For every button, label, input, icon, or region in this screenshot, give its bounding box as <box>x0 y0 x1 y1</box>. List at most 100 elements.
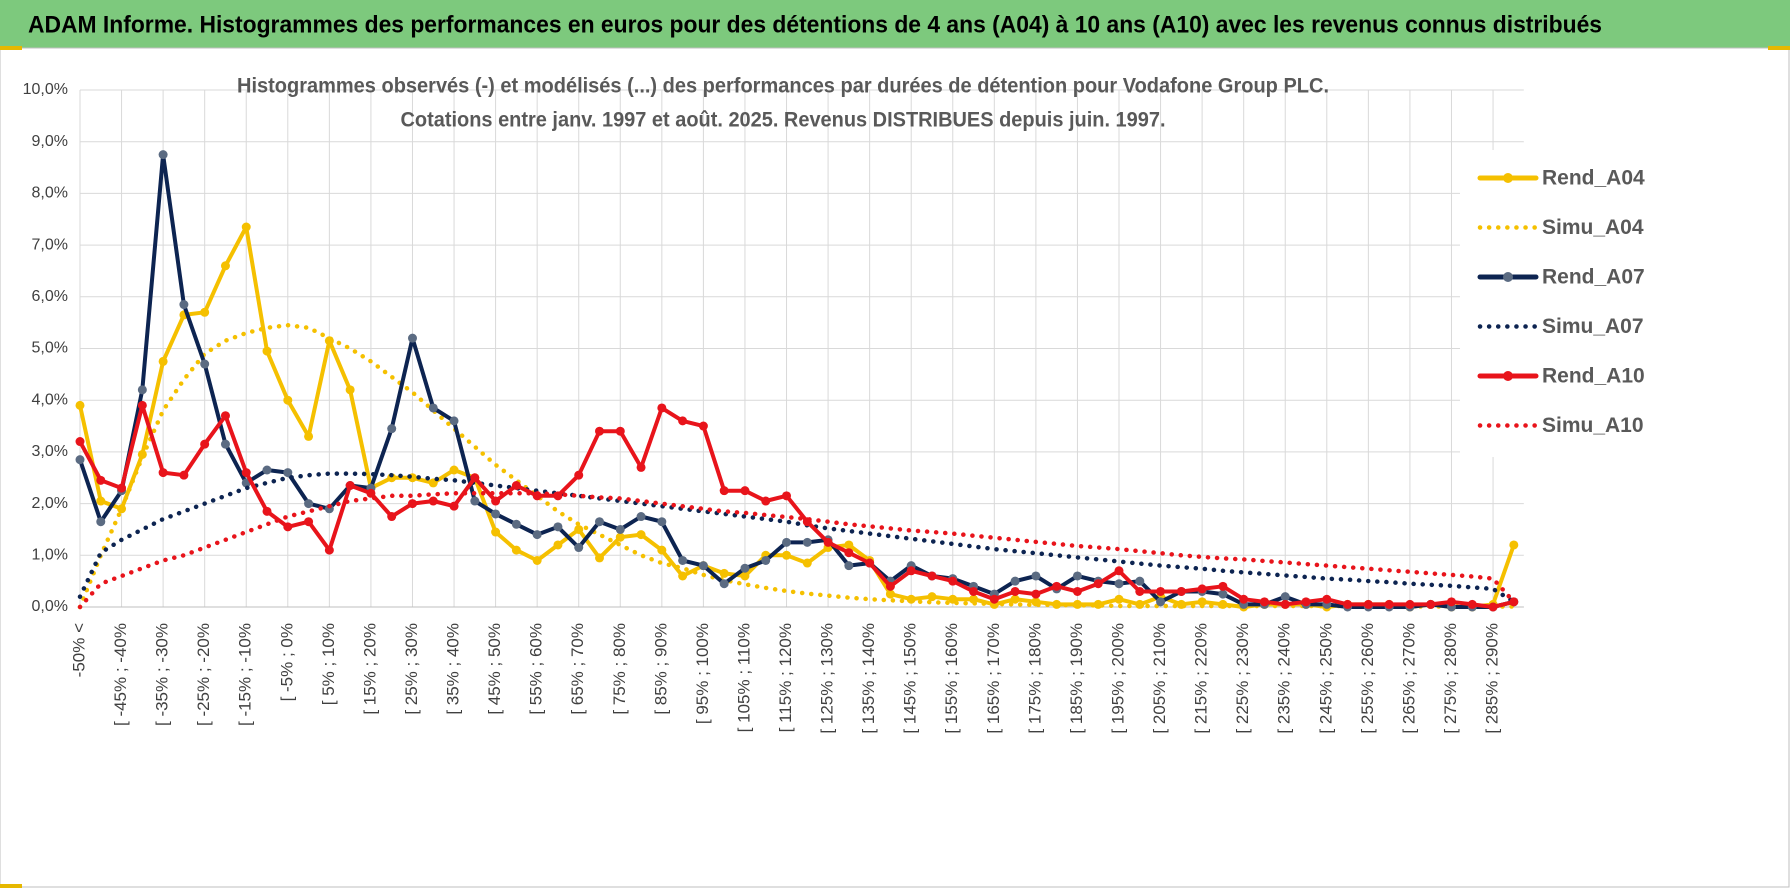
point <box>574 470 584 480</box>
point <box>1072 571 1082 581</box>
series-line <box>77 491 1517 610</box>
point <box>449 416 459 426</box>
chart-title: Histogrammes observés (-) et modélisés (… <box>237 75 1329 98</box>
point <box>1467 599 1477 609</box>
x-tick-label: [ 235% ; 240% <box>1275 623 1294 734</box>
point <box>802 537 812 547</box>
x-tick-label: [ 135% ; 140% <box>859 623 878 734</box>
point <box>158 150 168 160</box>
point <box>927 592 937 602</box>
point <box>1301 597 1311 607</box>
point <box>117 483 127 493</box>
point <box>1197 597 1207 607</box>
point <box>1322 594 1332 604</box>
y-tick-label: 5,0% <box>32 340 68 357</box>
point <box>740 563 750 573</box>
point <box>615 524 625 534</box>
point <box>1072 586 1082 596</box>
point <box>200 359 210 369</box>
x-tick-label: [ 105% ; 110% <box>734 623 753 732</box>
point <box>1052 581 1062 591</box>
y-tick-label: 2,0% <box>32 495 68 512</box>
legend-label: Simu_A10 <box>1542 414 1644 437</box>
point <box>241 468 251 478</box>
point <box>948 576 958 586</box>
frame-corner <box>1768 46 1790 50</box>
point <box>96 496 106 506</box>
point <box>927 571 937 581</box>
point <box>782 550 792 560</box>
legend-label: Simu_A04 <box>1542 216 1644 239</box>
point <box>283 468 293 478</box>
x-tick-label: [ 125% ; 130% <box>818 623 837 734</box>
point <box>387 424 397 434</box>
point <box>1135 576 1145 586</box>
point <box>865 558 875 568</box>
point <box>740 571 750 581</box>
point <box>200 439 210 449</box>
x-tick-label: [ 145% ; 150% <box>901 623 920 734</box>
point <box>802 558 812 568</box>
point <box>989 594 999 604</box>
point <box>574 524 584 534</box>
y-tick-label: 6,0% <box>32 288 68 305</box>
point <box>366 488 376 498</box>
x-tick-label: [ 15% ; 20% <box>360 623 379 715</box>
x-tick-label: [ 65% ; 70% <box>568 623 587 715</box>
point <box>407 333 417 343</box>
point <box>491 496 501 506</box>
y-tick-label: 9,0% <box>32 133 68 150</box>
x-tick-label: [ 95% ; 100% <box>693 623 712 724</box>
point <box>511 481 521 491</box>
x-tick-label: [ 265% ; 270% <box>1399 623 1418 734</box>
point <box>1488 602 1498 612</box>
x-tick-label: [ -15% ; -10% <box>236 623 255 726</box>
x-tick-label: [ 5% ; 10% <box>319 623 338 705</box>
point <box>1280 599 1290 609</box>
point <box>220 411 230 421</box>
x-tick-label: [ 75% ; 80% <box>610 623 629 715</box>
point <box>698 421 708 431</box>
point <box>75 455 85 465</box>
point <box>1010 576 1020 586</box>
point <box>1509 540 1519 550</box>
x-tick-label: [ 215% ; 220% <box>1192 623 1211 734</box>
point <box>1010 594 1020 604</box>
point <box>158 356 168 366</box>
point <box>1156 586 1166 596</box>
point <box>1239 594 1249 604</box>
y-tick-label: 3,0% <box>32 443 68 460</box>
point <box>657 517 667 527</box>
point <box>1218 581 1228 591</box>
frame-corner <box>0 884 22 888</box>
chart-subtitle: Cotations entre janv. 1997 et août. 2025… <box>401 109 1166 132</box>
point <box>304 517 314 527</box>
point <box>1197 584 1207 594</box>
point <box>1093 579 1103 589</box>
banner <box>0 0 1790 48</box>
point <box>511 519 521 529</box>
x-tick-label: [ -35% ; -30% <box>153 623 172 726</box>
x-tick-label: [ 55% ; 60% <box>527 623 546 715</box>
point <box>553 522 563 532</box>
point <box>1343 599 1353 609</box>
x-tick-label: -50% < <box>69 623 88 677</box>
point <box>1176 586 1186 596</box>
point <box>532 555 542 565</box>
x-tick-label: [ 85% ; 90% <box>651 623 670 715</box>
point <box>96 517 106 527</box>
point <box>761 496 771 506</box>
point <box>1031 571 1041 581</box>
point <box>345 385 355 395</box>
point <box>449 465 459 475</box>
point <box>491 527 501 537</box>
series-line <box>77 322 1517 610</box>
point <box>1405 599 1415 609</box>
point <box>844 548 854 558</box>
point <box>262 465 272 475</box>
point <box>1010 586 1020 596</box>
point <box>782 491 792 501</box>
point <box>1384 599 1394 609</box>
point <box>262 346 272 356</box>
